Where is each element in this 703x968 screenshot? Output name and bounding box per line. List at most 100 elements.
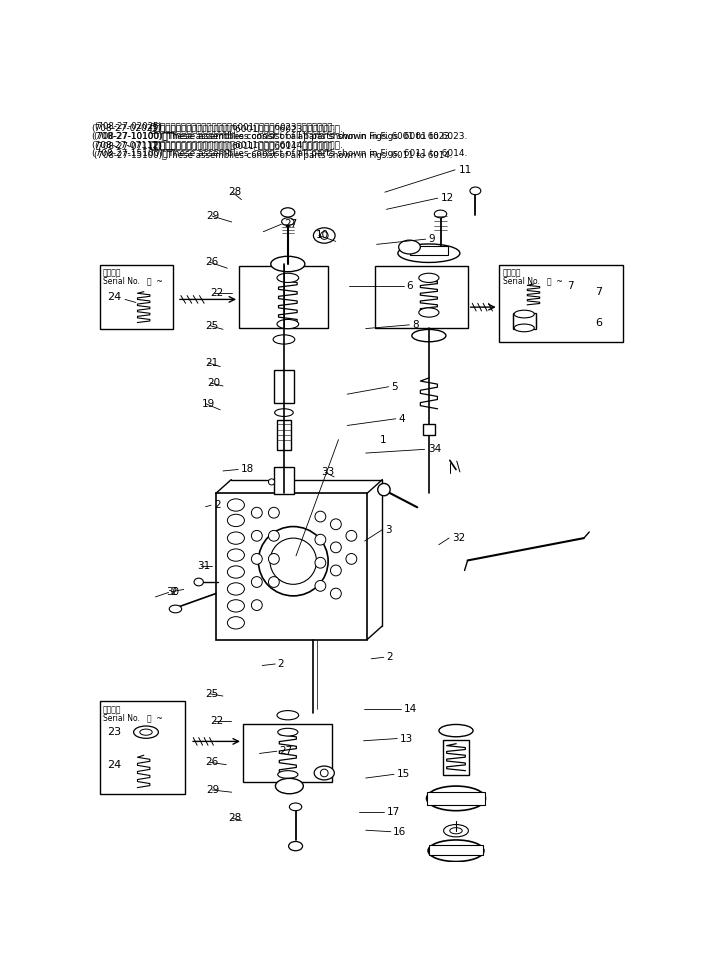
- Ellipse shape: [269, 577, 279, 588]
- Text: これらのアセンブリの構成部品は第6001図から第6023図まで含みます.: これらのアセンブリの構成部品は第6001図から第6023図まで含みます.: [150, 124, 344, 133]
- Text: これらのアセンブリの構成部品は第6001図から第6023図まで含みます.: これらのアセンブリの構成部品は第6001図から第6023図まで含みます.: [150, 122, 335, 131]
- Text: 28: 28: [228, 813, 242, 824]
- Text: 23: 23: [108, 727, 122, 738]
- Ellipse shape: [315, 534, 325, 545]
- Ellipse shape: [321, 770, 328, 776]
- Text: 25: 25: [205, 689, 218, 699]
- Ellipse shape: [419, 308, 439, 318]
- Text: 26: 26: [205, 257, 218, 267]
- Bar: [274, 370, 294, 403]
- Ellipse shape: [252, 507, 262, 518]
- Text: 12: 12: [440, 194, 453, 203]
- Text: 16: 16: [393, 827, 406, 836]
- Ellipse shape: [269, 507, 279, 518]
- Ellipse shape: [227, 617, 245, 629]
- Ellipse shape: [315, 581, 325, 591]
- Text: (708-27-10100)：These assemblies consist of all parts shown in Figs. 6001 to 6023: (708-27-10100)：These assemblies consist …: [92, 133, 467, 141]
- Text: 1: 1: [380, 435, 386, 444]
- Ellipse shape: [252, 577, 262, 588]
- Ellipse shape: [346, 530, 357, 541]
- Ellipse shape: [450, 828, 462, 833]
- Text: 32: 32: [452, 533, 465, 543]
- Bar: [410, 246, 449, 255]
- Ellipse shape: [278, 771, 298, 778]
- Bar: [239, 266, 328, 328]
- Ellipse shape: [169, 605, 181, 613]
- Ellipse shape: [140, 729, 153, 736]
- Text: Serial No.   ・  ~: Serial No. ・ ~: [103, 276, 162, 286]
- Text: 25: 25: [205, 320, 218, 331]
- Bar: [100, 702, 185, 794]
- Text: 17: 17: [387, 807, 400, 817]
- Text: 15: 15: [396, 770, 410, 779]
- Text: 28: 28: [228, 187, 242, 197]
- Ellipse shape: [269, 554, 279, 564]
- Ellipse shape: [398, 244, 460, 262]
- Text: 適用番号: 適用番号: [503, 268, 521, 278]
- Ellipse shape: [289, 841, 302, 851]
- Ellipse shape: [315, 511, 325, 522]
- Ellipse shape: [227, 566, 245, 578]
- Ellipse shape: [252, 530, 262, 541]
- Text: 29: 29: [207, 785, 220, 795]
- Ellipse shape: [470, 187, 481, 195]
- Ellipse shape: [269, 479, 275, 485]
- Ellipse shape: [277, 319, 299, 329]
- Bar: [274, 467, 294, 495]
- Ellipse shape: [227, 514, 245, 527]
- Text: 7: 7: [595, 287, 602, 297]
- Text: 14: 14: [404, 704, 417, 713]
- Text: 4: 4: [399, 413, 405, 424]
- Ellipse shape: [227, 499, 245, 511]
- Ellipse shape: [315, 558, 325, 568]
- Ellipse shape: [428, 840, 484, 862]
- Text: (708-27-10100)：These assemblies consist of all parts shown in Figs. 6001 to 6023: (708-27-10100)：These assemblies consist …: [94, 132, 453, 140]
- Text: (708-27-02025): (708-27-02025): [94, 122, 162, 131]
- Bar: [243, 724, 332, 782]
- Text: 8: 8: [413, 319, 419, 330]
- Ellipse shape: [276, 778, 303, 794]
- Text: 5: 5: [391, 381, 397, 392]
- Text: 22: 22: [210, 716, 223, 726]
- Text: 30: 30: [166, 587, 179, 596]
- Text: 3: 3: [385, 525, 392, 535]
- Text: 21: 21: [205, 358, 218, 368]
- Text: 2: 2: [386, 652, 392, 662]
- Ellipse shape: [321, 231, 328, 239]
- Text: 20: 20: [207, 378, 220, 388]
- Text: 11: 11: [458, 165, 472, 175]
- Ellipse shape: [252, 600, 262, 611]
- Text: Serial No.   ・  ~: Serial No. ・ ~: [503, 276, 562, 286]
- Ellipse shape: [434, 210, 446, 218]
- Bar: [427, 792, 484, 804]
- Ellipse shape: [273, 335, 295, 344]
- Ellipse shape: [290, 803, 302, 811]
- Text: 34: 34: [428, 444, 441, 454]
- Ellipse shape: [282, 218, 294, 226]
- Text: 7: 7: [567, 281, 574, 291]
- Bar: [512, 313, 536, 329]
- Ellipse shape: [427, 786, 486, 811]
- Ellipse shape: [514, 310, 534, 318]
- Bar: [443, 740, 469, 774]
- Bar: [216, 494, 367, 640]
- Text: 22: 22: [210, 287, 223, 298]
- Text: 13: 13: [400, 734, 413, 743]
- Ellipse shape: [314, 766, 335, 780]
- Text: 24: 24: [108, 760, 122, 770]
- Ellipse shape: [314, 227, 335, 243]
- Ellipse shape: [412, 329, 446, 342]
- Ellipse shape: [259, 527, 328, 596]
- Text: 2: 2: [277, 659, 283, 669]
- Ellipse shape: [227, 532, 245, 544]
- Text: 9: 9: [428, 234, 435, 244]
- Ellipse shape: [252, 554, 262, 564]
- Text: 適用番号: 適用番号: [103, 268, 121, 278]
- Text: 24: 24: [108, 292, 122, 302]
- Bar: [423, 424, 435, 435]
- Bar: [277, 420, 291, 449]
- Text: (708-27-15100)：These assemblies consist of all parts shown in Figs. 6011 to 6014: (708-27-15100)：These assemblies consist …: [94, 151, 453, 160]
- Text: 29: 29: [207, 211, 220, 221]
- Ellipse shape: [330, 519, 341, 529]
- Ellipse shape: [281, 208, 295, 217]
